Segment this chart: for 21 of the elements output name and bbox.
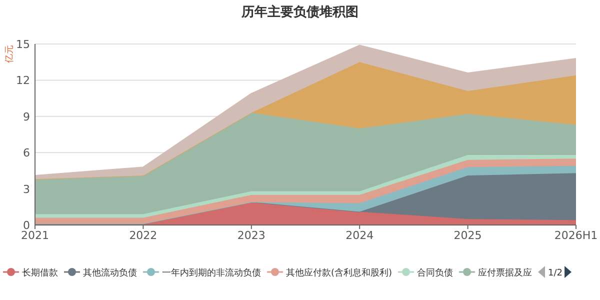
y-tick-label: 6 xyxy=(23,146,30,160)
x-tick-label: 2021 xyxy=(21,229,49,242)
y-tick-label: 3 xyxy=(23,182,30,196)
y-tick-label: 9 xyxy=(23,110,30,124)
legend-label: 应付票据及应 xyxy=(478,268,532,278)
text: 1/2 xyxy=(548,268,563,278)
x-tick-label: 2025 xyxy=(454,229,482,242)
legend-label: 合同负债 xyxy=(417,268,454,278)
chart-title: 历年主要负债堆积图 xyxy=(240,4,358,20)
y-axis-title: 亿元 xyxy=(4,45,15,64)
legend-label: 长期借款 xyxy=(22,268,58,278)
legend-label: 一年内到期的非流动负债 xyxy=(162,268,261,278)
legend-label: 其他流动负债 xyxy=(83,268,137,278)
x-tick-label: 2024 xyxy=(346,229,374,242)
y-tick-label: 15 xyxy=(16,38,30,51)
legend-label: 其他应付款(含利息和股利) xyxy=(286,268,392,278)
x-tick-label: 2026H1 xyxy=(554,229,598,242)
y-tick-label: 12 xyxy=(16,74,30,88)
y-tick-label: 0 xyxy=(23,219,30,232)
x-tick-label: 2022 xyxy=(129,229,158,242)
x-tick-label: 2023 xyxy=(237,229,266,242)
